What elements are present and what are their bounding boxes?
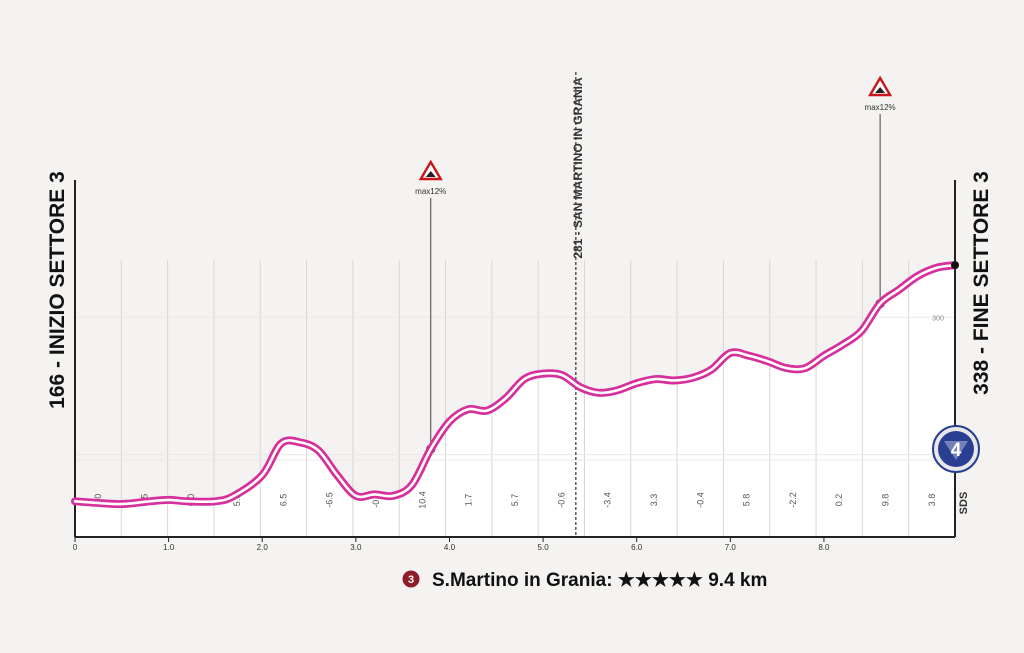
gradient-label: 3.3 (649, 494, 659, 507)
gradient-label: 10.4 (417, 491, 427, 509)
gradient-label: 3.8 (927, 494, 937, 507)
climb-max-label: max12% (865, 103, 896, 112)
x-tick-labels: 0 1.0 2.0 3.0 4.0 5.0 6.0 7.0 8.0 (73, 537, 830, 552)
x-tick-label: 1.0 (163, 543, 175, 552)
gradient-label: 0.2 (834, 494, 844, 507)
sigla-label: SDS (958, 492, 970, 515)
profile-area (75, 265, 955, 537)
climb-max-label: max12% (415, 187, 446, 196)
footer-text: S.Martino in Grania: ★★★★★ 9.4 km (432, 570, 767, 591)
gradient-labels: 0.0 0.5 0.0 5.5 6.5 -6.5 -0.7 10.4 1.7 5.7 -0.6 -3.… (93, 491, 937, 509)
end-label: 338 - FINE SETTORE 3 (970, 171, 993, 395)
climb-number: 3 (408, 574, 414, 586)
x-tick-label: 5.0 (538, 543, 550, 552)
x-tick-label: 7.0 (725, 543, 737, 552)
summit-label: 281 - SAN MARTINO IN GRANIA (571, 77, 585, 259)
x-tick-label: 6.0 (631, 543, 643, 552)
climb-number-badge (402, 570, 420, 588)
climb-warning-glyph (875, 87, 886, 93)
km-marker-badge: 4 (932, 425, 980, 473)
finish-point (951, 261, 959, 270)
km-marker-number: 4 (951, 440, 962, 461)
x-tick-label: 3.0 (350, 543, 362, 552)
profile-line-highlight (73, 263, 957, 506)
gradient-label: 1.7 (464, 494, 474, 507)
climb-warning-icon (418, 159, 443, 181)
x-tick-label: 2.0 (257, 543, 269, 552)
gradient-label: -6.5 (325, 492, 335, 508)
footer-legend: 3 S.Martino in Grania: ★★★★★ 9.4 km (402, 570, 767, 591)
gradient-label: 5.5 (232, 494, 242, 507)
grid-lines (75, 260, 955, 537)
gradient-label: -0.4 (695, 492, 705, 508)
x-tick-label: 8.0 (818, 543, 830, 552)
x-tick-label: 4.0 (444, 543, 456, 552)
gradient-label: 5.7 (510, 494, 520, 507)
climb-warning-glyph (425, 171, 436, 177)
climb-warning-icon (868, 75, 893, 97)
gradient-label: -2.2 (788, 492, 798, 508)
profile-area-fill (75, 265, 955, 537)
gradient-label: -3.4 (603, 492, 613, 508)
start-label: 166 - INIZIO SETTORE 3 (46, 171, 69, 409)
gradient-label: -0.6 (556, 492, 566, 508)
y-tick-label: 300 (932, 315, 944, 322)
gradient-label: 5.8 (742, 494, 752, 507)
x-tick-label: 0 (73, 543, 78, 552)
gradient-label: 9.8 (881, 494, 891, 507)
gradient-label: -0.7 (371, 492, 381, 508)
gradient-label: 6.5 (278, 494, 288, 507)
